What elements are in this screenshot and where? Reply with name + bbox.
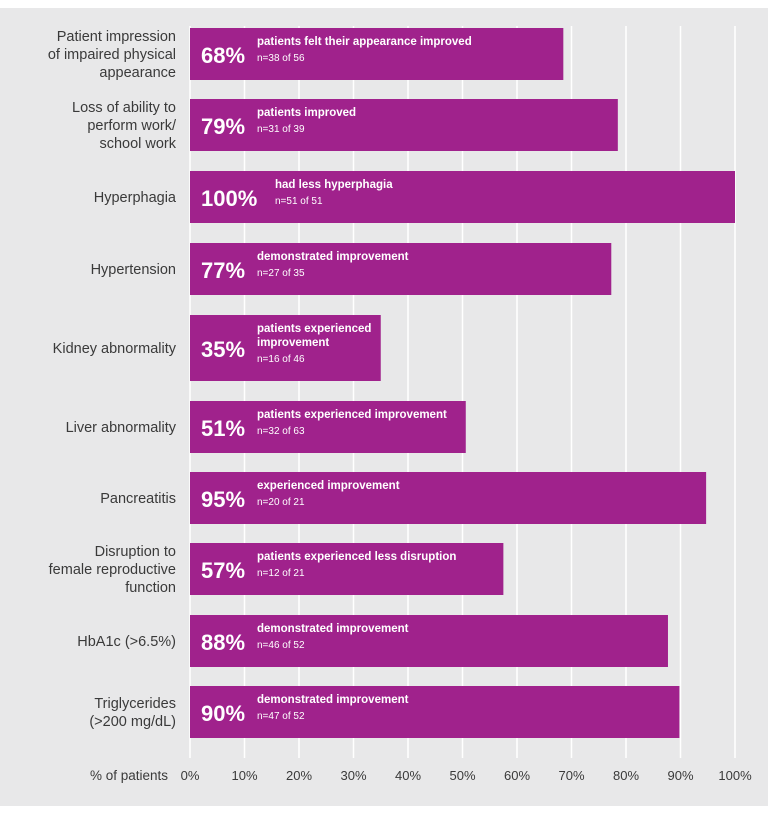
bar-1[interactable]	[190, 99, 618, 151]
category-label: perform work/	[87, 118, 177, 134]
category-label: Kidney abnormality	[53, 341, 177, 357]
count-label: n=16 of 46	[257, 354, 305, 365]
description-label: demonstrated improvement	[257, 694, 409, 706]
x-tick-label: 60%	[504, 768, 530, 783]
bar-9[interactable]	[190, 686, 680, 738]
percent-label: 77%	[201, 258, 245, 283]
bar-3[interactable]	[190, 243, 612, 295]
bar-7[interactable]	[190, 543, 504, 595]
category-label: (>200 mg/dL)	[89, 714, 176, 730]
percent-label: 51%	[201, 416, 245, 441]
count-label: n=32 of 63	[257, 426, 305, 437]
count-label: n=38 of 56	[257, 53, 305, 64]
count-label: n=47 of 52	[257, 711, 305, 722]
count-label: n=31 of 39	[257, 124, 305, 135]
description-label: patients experienced	[257, 323, 371, 335]
count-label: n=46 of 52	[257, 640, 305, 651]
category-label: appearance	[99, 65, 176, 81]
chart-area: Patient impression of impaired physical ap…	[0, 8, 768, 806]
x-tick-label: 70%	[558, 768, 584, 783]
percent-label: 57%	[201, 558, 245, 583]
category-label: Hyperphagia	[94, 190, 177, 206]
percent-label: 100%	[201, 186, 257, 211]
category-label: Loss of ability to	[72, 100, 176, 116]
description-label: patients felt their appearance improved	[257, 36, 472, 48]
description-label: patients experienced less disruption	[257, 551, 456, 563]
x-tick-label: 10%	[231, 768, 257, 783]
description-label: improvement	[257, 337, 329, 349]
category-label: school work	[99, 136, 176, 152]
bar-chart: Patient impression of impaired physical ap…	[48, 26, 752, 783]
x-tick-label: 50%	[449, 768, 475, 783]
percent-label: 90%	[201, 701, 245, 726]
description-label: patients experienced improvement	[257, 409, 447, 421]
category-label: HbA1c (>6.5%)	[77, 634, 176, 650]
bar-8[interactable]	[190, 615, 668, 667]
category-label: Pancreatitis	[100, 491, 176, 507]
description-label: demonstrated improvement	[257, 623, 409, 635]
percent-label: 35%	[201, 337, 245, 362]
description-label: experienced improvement	[257, 480, 400, 492]
count-label: n=51 of 51	[275, 196, 323, 207]
count-label: n=27 of 35	[257, 268, 305, 279]
x-tick-label: 100%	[718, 768, 752, 783]
description-label: patients improved	[257, 107, 356, 119]
x-tick-label: 40%	[395, 768, 421, 783]
category-label: Patient impression	[57, 29, 176, 45]
x-tick-label: 80%	[613, 768, 639, 783]
bar-6[interactable]	[190, 472, 707, 524]
category-label: female reproductive	[49, 562, 176, 578]
x-tick-label: 0%	[181, 768, 200, 783]
x-axis-title: % of patients	[90, 768, 168, 783]
bar-5[interactable]	[190, 401, 466, 453]
x-tick-label: 20%	[286, 768, 312, 783]
category-label: Hypertension	[91, 262, 176, 278]
percent-label: 79%	[201, 114, 245, 139]
bar-0[interactable]	[190, 28, 564, 80]
category-label: Triglycerides	[94, 696, 176, 712]
description-label: had less hyperphagia	[275, 179, 393, 191]
percent-label: 68%	[201, 43, 245, 68]
bar-4[interactable]	[190, 315, 381, 381]
count-label: n=12 of 21	[257, 568, 305, 579]
category-label: function	[125, 580, 176, 596]
count-label: n=20 of 21	[257, 497, 305, 508]
percent-label: 95%	[201, 487, 245, 512]
category-label: Disruption to	[95, 544, 176, 560]
category-label: Liver abnormality	[66, 420, 177, 436]
percent-label: 88%	[201, 630, 245, 655]
description-label: demonstrated improvement	[257, 251, 409, 263]
category-label: of impaired physical	[48, 47, 176, 63]
bar-2[interactable]	[190, 171, 735, 223]
x-tick-label: 30%	[340, 768, 366, 783]
x-tick-label: 90%	[667, 768, 693, 783]
